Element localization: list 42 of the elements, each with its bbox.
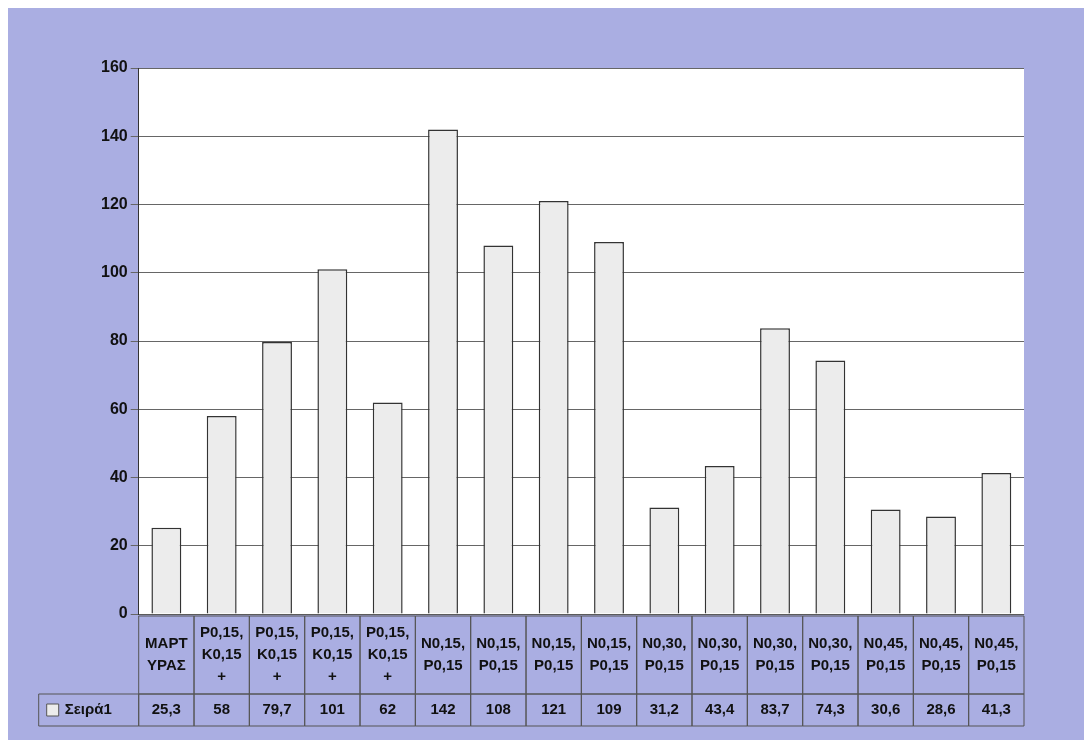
text: 109 <box>596 700 622 718</box>
x-tick-label: N0,45,P0,15 <box>974 634 1019 674</box>
x-tick-label: P0,15,K0,15+ <box>310 623 355 685</box>
text: 31,2 <box>649 700 679 718</box>
x-tick-label: N0,30,P0,15 <box>752 634 798 674</box>
y-tick-label: 40 <box>109 467 128 485</box>
x-tick-label: N0,15,P0,15 <box>420 634 466 674</box>
x-tick-label: N0,30,P0,15 <box>808 634 853 674</box>
x-tick-label: ΜΑΡΤΥΡΑΣ <box>145 634 188 674</box>
text: 30,6 <box>871 700 901 718</box>
y-tick-label: 20 <box>109 536 128 554</box>
text: 43,4 <box>705 700 735 718</box>
text: 142 <box>430 700 456 718</box>
text: 41,3 <box>981 700 1011 718</box>
x-tick-label: N0,45,P0,15 <box>863 634 908 674</box>
y-tick-label: 160 <box>100 58 128 76</box>
y-tick-label: 140 <box>100 126 128 144</box>
x-tick-label: P0,15,K0,15+ <box>200 623 244 685</box>
text: 108 <box>485 700 511 718</box>
x-tick-label: P0,15,K0,15+ <box>366 623 410 685</box>
x-tick-label: N0,45,P0,15 <box>918 634 964 674</box>
x-tick-label: N0,30,P0,15 <box>697 634 742 674</box>
x-tick-label: N0,15,P0,15 <box>586 634 632 674</box>
x-tick-label: N0,15,P0,15 <box>531 634 576 674</box>
y-tick-label: 100 <box>100 263 128 281</box>
legend-label: Σειρά1 <box>64 700 112 718</box>
x-tick-label: N0,30,P0,15 <box>642 634 687 674</box>
text: 83,7 <box>760 700 790 718</box>
text: 58 <box>213 700 231 718</box>
text: 28,6 <box>926 700 956 718</box>
text: 79,7 <box>262 700 292 718</box>
y-tick-label: 120 <box>100 194 128 212</box>
y-tick-label: 60 <box>109 399 128 417</box>
text: 101 <box>319 700 345 718</box>
text: 25,3 <box>151 700 181 718</box>
text: 74,3 <box>815 700 845 718</box>
y-tick-label: 0 <box>118 604 128 622</box>
text: 121 <box>541 700 567 718</box>
y-tick-label: 80 <box>109 331 128 349</box>
x-tick-label: P0,15,K0,15+ <box>255 623 299 685</box>
text: 62 <box>379 700 397 718</box>
x-tick-label: N0,15,P0,15 <box>476 634 521 674</box>
